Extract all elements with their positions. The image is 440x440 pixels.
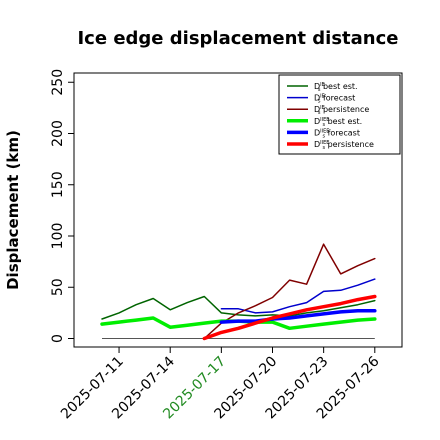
y-tick-label: 50 [50,278,66,296]
series-line-2 [220,278,376,314]
legend-box [278,74,401,155]
legend-label: DIIEE s best est. [314,117,362,128]
series-line-3 [203,243,376,340]
series-line-6 [202,294,377,341]
legend-label: DIE s forecast [314,94,355,105]
plot-area [73,72,403,348]
y-tick-label: 150 [50,171,66,198]
y-tick-label: 0 [50,334,66,343]
legend-label: DIIEE s forecast [314,128,360,139]
legend-label: DIE s persistence [314,105,369,116]
y-tick-label: 200 [50,120,66,147]
y-tick-label: 250 [50,69,66,96]
series-line-1 [101,295,376,320]
legend-label: DIE s best est. [314,82,358,93]
series-line-5 [219,309,377,324]
legend-label: DIIEE s persistence [314,140,374,151]
y-tick-label: 100 [50,223,66,250]
chart-title: Ice edge displacement distance [77,28,398,49]
y-axis-label: Displacement (km) [4,130,22,290]
